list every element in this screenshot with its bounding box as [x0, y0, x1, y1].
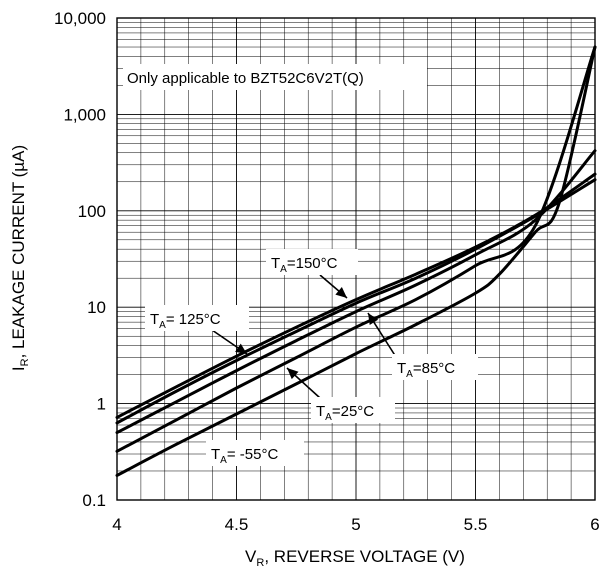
label-85-main: T — [397, 360, 406, 377]
note-box — [123, 64, 427, 90]
label-85: TA=85°C — [392, 354, 478, 380]
y-tick-label: 1 — [97, 395, 106, 414]
y-tick-label: 10 — [87, 298, 106, 317]
arrow-150c-head — [335, 287, 347, 298]
label-25-sub: A — [325, 412, 332, 423]
label-150-sub: A — [280, 264, 287, 275]
label-85-sub: A — [406, 369, 413, 380]
label-arrows — [211, 274, 397, 399]
x-tick-label: 4 — [112, 515, 121, 534]
grid-lines — [117, 18, 595, 501]
arrow-25c-head — [287, 368, 299, 380]
x-tick-label: 4.5 — [225, 515, 249, 534]
y-tick-label: 100 — [78, 202, 106, 221]
svg-text:TA=85°C: TA=85°C — [397, 360, 455, 380]
note-text: Only applicable to BZT52C6V2T(Q) — [127, 70, 364, 87]
svg-text:TA=25°C: TA=25°C — [316, 403, 374, 423]
label-125-rest: = 125°C — [166, 311, 221, 328]
svg-text:TA= 125°C: TA= 125°C — [150, 311, 221, 331]
y-tick-label: 10,000 — [54, 9, 106, 28]
label-25: TA=25°C — [311, 397, 395, 423]
x-tick-label: 5.5 — [464, 515, 488, 534]
label-150-rest: =150°C — [287, 255, 338, 272]
x-tick-labels: 4 4.5 5 5.5 6 — [112, 515, 599, 534]
label-minus55: TA= -55°C — [206, 440, 304, 466]
arrow-125c-head — [235, 343, 247, 354]
x-tick-label: 5 — [351, 515, 360, 534]
svg-text:TA=150°C: TA=150°C — [271, 255, 338, 275]
label-150-main: T — [271, 255, 280, 272]
curve-125c — [115, 178, 597, 425]
label-25-main: T — [316, 403, 325, 420]
y-tick-label: 1,000 — [63, 105, 106, 124]
y-tick-label: 0.1 — [82, 491, 106, 510]
x-tick-label: 6 — [590, 515, 599, 534]
label-150: TA=150°C — [266, 249, 358, 275]
x-axis-title: VR, REVERSE VOLTAGE (V) — [245, 547, 465, 569]
plot-frame — [116, 17, 596, 501]
label-25-rest: =25°C — [332, 403, 374, 420]
label-125-main: T — [150, 311, 159, 328]
curve-85c — [115, 149, 597, 435]
curve-minus55c — [115, 45, 597, 477]
y-tick-labels: 0.1 1 10 100 1,000 10,000 — [54, 9, 106, 510]
arrow-85c-head — [368, 313, 379, 325]
svg-text:TA= -55°C: TA= -55°C — [211, 446, 278, 466]
label-minus55-main: T — [211, 446, 220, 463]
y-axis-title: IR, LEAKAGE CURRENT (µA) — [9, 145, 31, 371]
label-85-rest: =85°C — [413, 360, 455, 377]
label-minus55-rest: = -55°C — [227, 446, 279, 463]
label-minus55-sub: A — [220, 455, 227, 466]
label-125-sub: A — [159, 320, 166, 331]
label-125: TA= 125°C — [145, 305, 249, 331]
